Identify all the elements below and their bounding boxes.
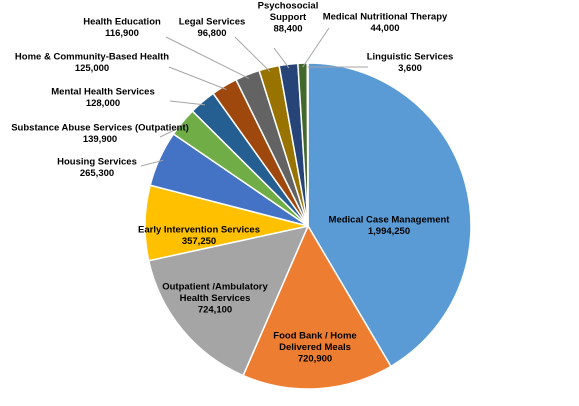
slice-name: Medical Nutritional Therapy (323, 11, 448, 22)
leader-line-legal-services (234, 36, 271, 72)
slice-label-mental-health-services: Mental Health Services 128,000 (51, 86, 155, 109)
slice-name: Substance Abuse Services (Outpatient) (11, 122, 189, 133)
slice-name: Support (270, 12, 307, 23)
slice-label-linguistic-services: Linguistic Services 3,600 (367, 51, 454, 74)
slice-name: Food Bank / Home (273, 331, 356, 342)
slice-value: 724,100 (198, 305, 232, 316)
slice-value: 44,000 (370, 23, 399, 34)
slice-value: 128,000 (86, 98, 120, 109)
pie-slice-food-bank-home-delivered-meals (242, 224, 392, 390)
slice-name: Mental Health Services (51, 86, 155, 97)
slice-label-health-education: Health Education 116,900 (83, 16, 161, 39)
leader-line-medical-nutritional-therapy (302, 27, 330, 68)
slice-value: 357,250 (182, 236, 216, 247)
slice-label-legal-services: Legal Services 96,800 (179, 16, 246, 39)
leader-line-health-education (165, 36, 250, 79)
slice-label-early-intervention-services: Early Intervention Services 357,250 (138, 224, 260, 247)
slice-label-housing-services: Housing Services 265,300 (57, 156, 137, 179)
leader-line-housing-services (140, 159, 164, 167)
pie-slice-medical-case-management (307, 62, 472, 368)
leader-lines (140, 27, 368, 167)
pie-slices (144, 62, 472, 390)
leader-line-home-community-based-health (168, 66, 227, 90)
slice-name: Psychosocial (258, 1, 319, 12)
slice-name: Home & Community-Based Health (15, 51, 169, 62)
slice-name: Health Education (83, 16, 161, 27)
slice-label-substance-abuse-services-outpatient: Substance Abuse Services (Outpatient) 139… (11, 122, 189, 145)
slice-label-home-community-based-health: Home & Community-Based Health 125,000 (15, 51, 169, 74)
slice-value: 265,300 (80, 168, 114, 179)
slice-label-outpatient-ambulatory-health-services: Outpatient /Ambulatory Health Services 724… (162, 282, 268, 316)
slice-value: 720,900 (298, 354, 332, 365)
leader-line-mental-health-services (169, 100, 206, 106)
slice-value: 139,900 (83, 134, 117, 145)
slice-label-food-bank-home-delivered-meals: Food Bank / Home Delivered Meals 720,900 (273, 331, 356, 365)
slice-name: Linguistic Services (367, 51, 454, 62)
slice-name: Legal Services (179, 16, 246, 27)
slice-name: Housing Services (57, 156, 137, 167)
slice-value: 88,400 (273, 24, 302, 35)
slice-name: Medical Case Management (329, 214, 451, 225)
slice-name: Health Services (180, 293, 251, 304)
pie-slice-outpatient-ambulatory-health-services (147, 224, 310, 377)
slice-value: 125,000 (75, 63, 109, 74)
pie-slice-linguistic-services (306, 62, 309, 227)
slice-label-psychosocial-support: Psychosocial Support 88,400 (258, 1, 319, 35)
slice-label-medical-case-management: Medical Case Management 1,994,250 (329, 214, 451, 237)
leader-line-substance-abuse-services-outpatient (159, 124, 186, 138)
slice-value: 116,900 (105, 28, 139, 39)
slice-name: Delivered Meals (279, 342, 351, 353)
slice-labels: Medical Case Management 1,994,250 Food Ban… (11, 1, 453, 365)
slice-value: 3,600 (398, 63, 422, 74)
slice-name: Early Intervention Services (138, 224, 260, 235)
slice-value: 96,800 (197, 28, 226, 39)
slice-value: 1,994,250 (368, 226, 410, 237)
slice-name: Outpatient /Ambulatory (162, 282, 268, 293)
slice-label-medical-nutritional-therapy: Medical Nutritional Therapy 44,000 (323, 11, 448, 34)
leader-line-psychosocial-support (273, 47, 290, 69)
